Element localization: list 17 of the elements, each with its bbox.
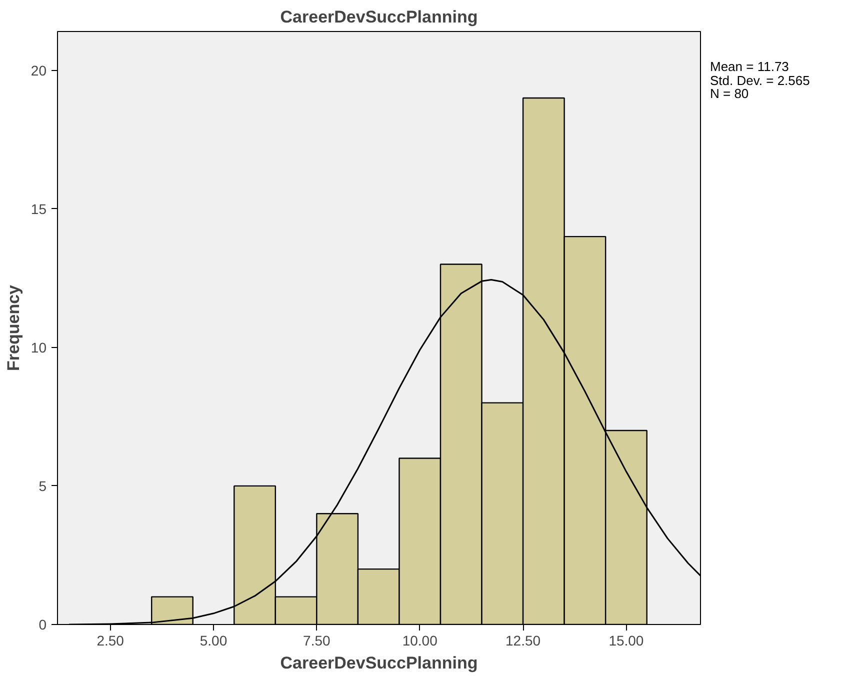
x-tick-label: 7.50 — [303, 632, 331, 648]
x-tick-label: 12.50 — [506, 632, 541, 648]
y-tick-label: 5 — [38, 478, 47, 494]
text: Mean = 11.73 — [710, 59, 789, 74]
x-tick-label: 2.50 — [96, 632, 124, 648]
chart-title: CareerDevSuccPlanning — [280, 8, 478, 26]
x-tick-label: 10.00 — [402, 632, 438, 648]
y-tick-label: 15 — [30, 200, 47, 217]
text: Std. Dev. = 2.565 — [710, 72, 810, 88]
x-axis-title: CareerDevSuccPlanning — [280, 654, 478, 672]
y-tick-label: 20 — [30, 62, 47, 78]
x-tick-label: 5.00 — [200, 632, 228, 648]
x-tick-label: 15.00 — [608, 632, 644, 648]
y-axis-title: Frequency — [4, 284, 23, 371]
text: N = 80 — [710, 86, 749, 102]
y-tick-label: 10 — [30, 339, 47, 356]
y-tick-label: 0 — [38, 616, 47, 632]
